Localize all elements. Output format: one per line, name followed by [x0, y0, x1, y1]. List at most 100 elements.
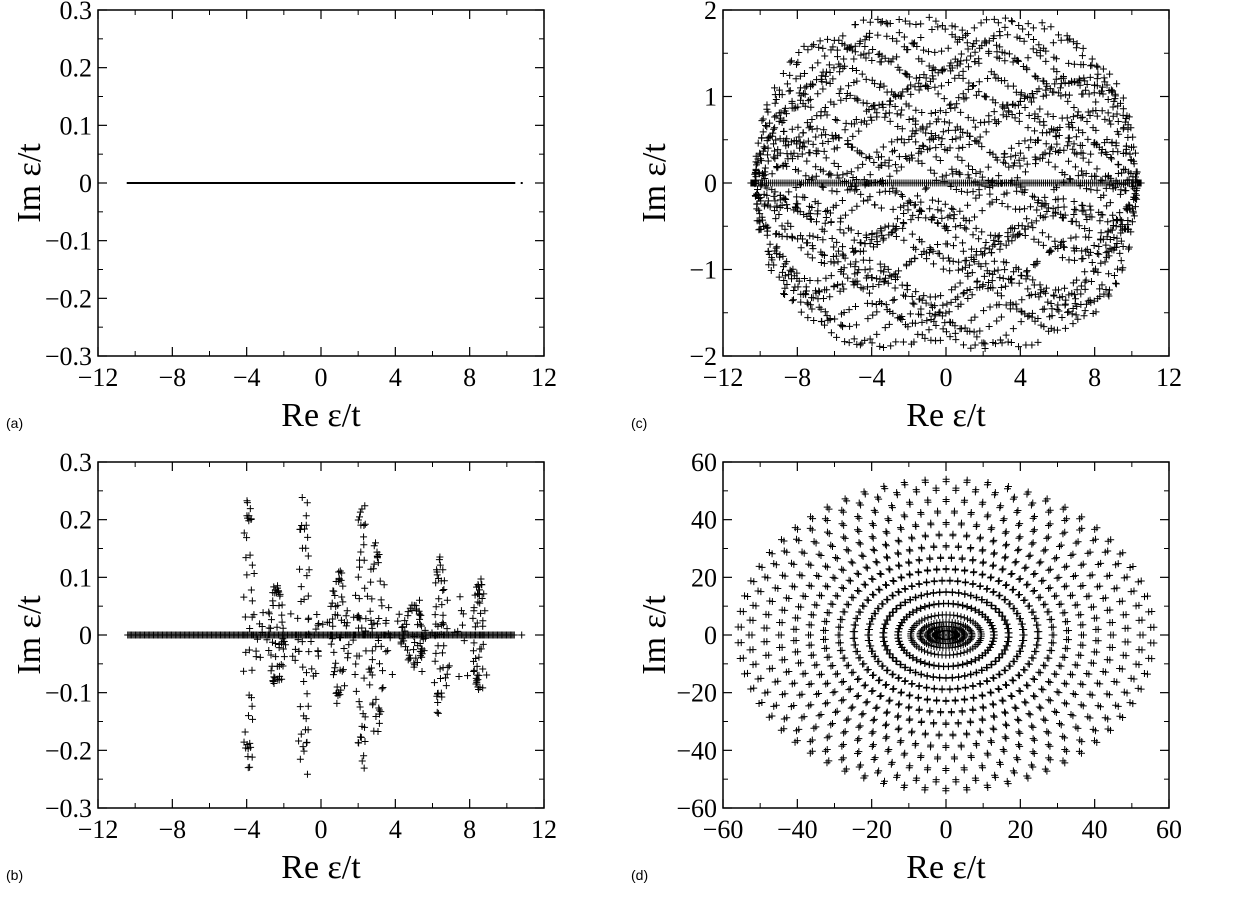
- data-point: [1054, 148, 1062, 156]
- data-points: [747, 13, 1145, 353]
- data-point: [928, 216, 936, 224]
- data-point: [1073, 276, 1081, 284]
- data-point: [375, 550, 383, 558]
- data-point: [978, 228, 986, 236]
- data-point: [821, 72, 829, 80]
- data-point: [861, 36, 869, 44]
- data-point: [859, 256, 867, 264]
- data-point: [922, 299, 930, 307]
- data-point: [352, 591, 360, 599]
- data-point: [802, 287, 810, 295]
- data-point: [1025, 552, 1033, 560]
- data-point: [814, 234, 822, 242]
- data-point: [1090, 267, 1098, 275]
- data-point: [343, 631, 351, 639]
- data-point: [1035, 41, 1043, 49]
- data-point: [951, 74, 959, 82]
- data-point: [906, 547, 914, 555]
- data-point: [852, 321, 860, 329]
- data-point: [1003, 722, 1011, 730]
- data-point: [977, 262, 985, 270]
- data-point: [979, 558, 987, 566]
- data-point: [886, 117, 894, 125]
- data-point: [808, 115, 816, 123]
- data-point: [1119, 243, 1127, 251]
- data-point: [338, 182, 341, 184]
- data-point: [463, 182, 466, 184]
- data-point: [1055, 689, 1063, 697]
- data-point: [934, 241, 942, 249]
- data-point: [1044, 204, 1052, 212]
- data-point: [838, 280, 846, 288]
- data-point: [942, 543, 950, 551]
- data-point: [1002, 642, 1010, 650]
- data-point: [854, 164, 862, 172]
- data-point: [265, 647, 273, 655]
- data-point: [959, 67, 967, 75]
- data-point: [775, 273, 783, 281]
- data-point: [1128, 204, 1136, 212]
- y-tick-label: −0.3: [45, 794, 92, 823]
- data-point: [385, 604, 393, 612]
- data-point: [830, 243, 838, 251]
- data-point: [277, 182, 280, 184]
- data-point: [883, 553, 891, 561]
- data-point: [268, 638, 276, 646]
- data-point: [843, 169, 851, 177]
- data-point: [360, 674, 368, 682]
- data-point: [417, 182, 420, 184]
- data-point: [1023, 267, 1031, 275]
- data-point: [275, 662, 283, 670]
- data-point: [783, 201, 791, 209]
- data-point: [1094, 268, 1102, 276]
- data-point: [439, 182, 442, 184]
- data-point: [1024, 54, 1032, 62]
- data-point: [990, 550, 998, 558]
- data-point: [1067, 217, 1075, 225]
- data-point: [265, 182, 268, 184]
- data-point: [763, 184, 771, 192]
- data-point: [764, 248, 772, 256]
- data-point: [921, 533, 929, 541]
- data-point: [961, 683, 969, 691]
- data-point: [859, 16, 867, 24]
- data-point: [298, 493, 306, 501]
- data-point: [822, 274, 830, 282]
- data-point: [295, 737, 303, 745]
- data-point: [339, 598, 347, 606]
- data-point: [964, 45, 972, 53]
- data-point: [929, 673, 937, 681]
- data-point: [853, 186, 861, 194]
- data-point: [1129, 133, 1137, 141]
- data-point: [342, 622, 350, 630]
- data-point: [969, 82, 977, 90]
- data-point: [985, 112, 993, 120]
- data-point: [952, 168, 960, 176]
- data-point: [963, 647, 971, 655]
- data-point: [923, 83, 931, 91]
- data-point: [131, 182, 134, 184]
- data-point: [814, 59, 822, 67]
- data-point: [910, 300, 918, 308]
- data-point: [367, 182, 370, 184]
- data-point: [201, 182, 204, 184]
- data-point: [947, 182, 955, 190]
- data-point: [897, 525, 905, 533]
- data-point: [421, 634, 429, 642]
- data-point: [440, 585, 448, 593]
- data-point: [304, 592, 312, 600]
- data-point: [809, 232, 817, 240]
- data-point: [986, 190, 994, 198]
- data-point: [182, 182, 185, 184]
- x-tick-label: −60: [703, 815, 744, 844]
- data-point: [937, 82, 945, 90]
- data-point: [881, 263, 889, 271]
- data-point: [1040, 715, 1048, 723]
- data-point: [895, 29, 903, 37]
- data-point: [883, 88, 891, 96]
- data-point: [231, 182, 234, 184]
- data-point: [874, 15, 882, 23]
- data-point: [508, 182, 511, 184]
- data-point: [1089, 310, 1097, 318]
- data-point: [865, 289, 873, 297]
